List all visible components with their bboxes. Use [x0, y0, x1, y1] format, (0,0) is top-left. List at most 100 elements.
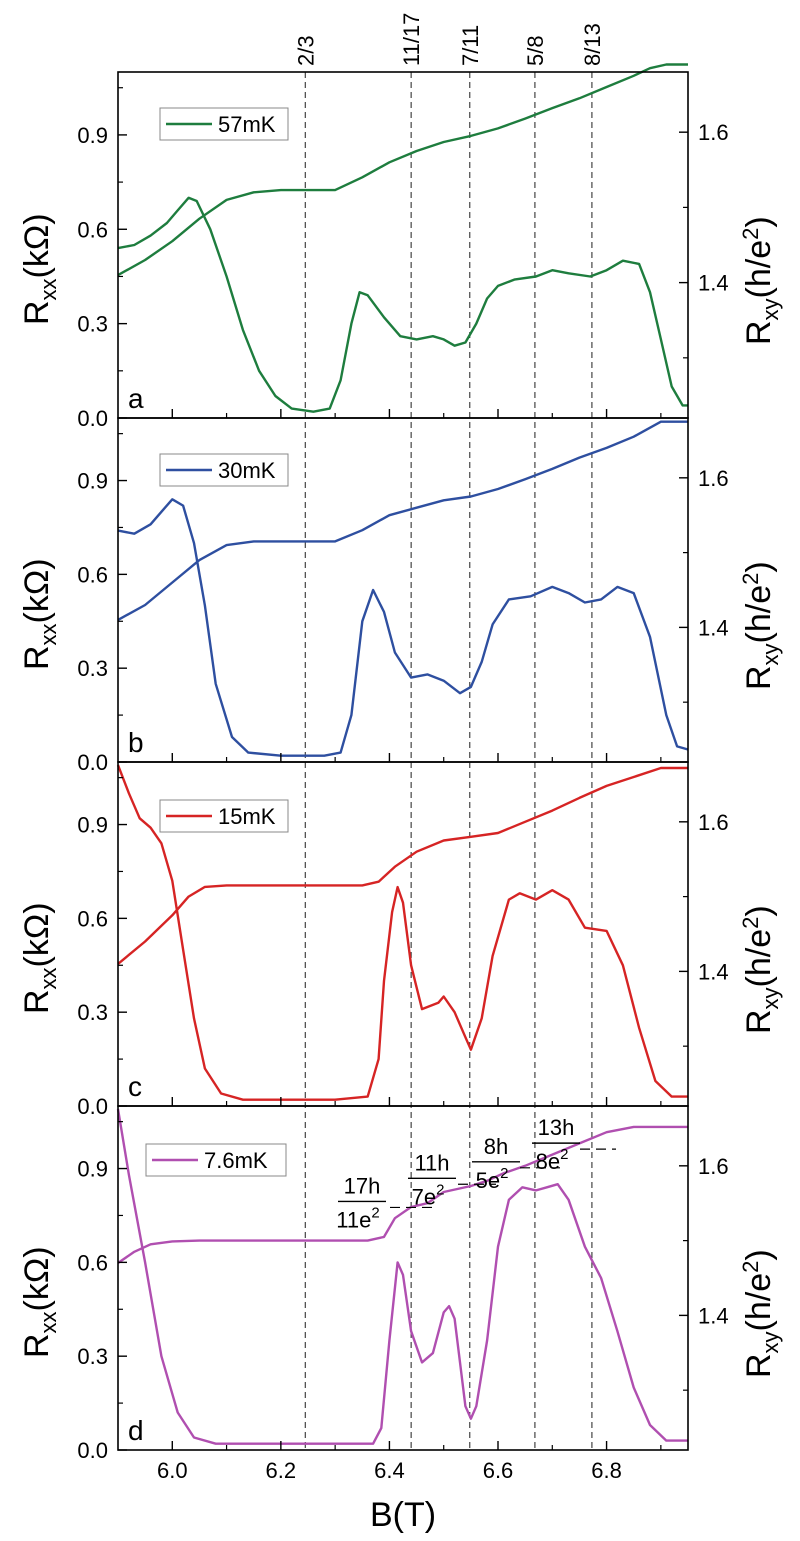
right-tick-label: 1.4: [698, 271, 729, 296]
panel-letter: b: [128, 727, 144, 758]
left-axis-title-sub: xx: [36, 278, 61, 300]
plateau-label: 8h 5e2: [472, 1134, 560, 1193]
plateau-label-denominator-sup: 2: [500, 1165, 508, 1182]
right-axis-title: Rxy(h/e2): [738, 216, 783, 345]
left-tick-label: 0.9: [77, 123, 108, 148]
right-axis-title-end: ): [740, 1249, 778, 1260]
right-axis-title-sub: xy: [758, 987, 783, 1009]
rxx-curve: [117, 498, 689, 757]
labels-layer: 2/3 11/17 7/11 5/8 8/13 0.0 0.3 0.6 0.9 1.4 1.6 57m…: [18, 13, 783, 1534]
plateau-label-denominator-sup: 2: [371, 1204, 379, 1221]
plateau-label-numerator: 8h: [484, 1134, 508, 1159]
left-tick-label: 0.9: [77, 1157, 108, 1182]
left-axis-title-main: R: [18, 989, 56, 1014]
axes-layer: [117, 71, 689, 1451]
right-axis-title-tail: (h/e: [740, 240, 778, 299]
plateau-label: 11h 7e2: [408, 1150, 496, 1209]
right-tick-label: 1.4: [698, 959, 729, 984]
filling-marker-label: 2/3: [293, 35, 318, 66]
plateau-label-denominator-sup: 2: [560, 1146, 568, 1163]
left-axis-title-tail: (kΩ): [18, 213, 56, 278]
panel-frame: [117, 1105, 689, 1451]
right-axis-title-main: R: [740, 320, 778, 345]
plateau-label-denominator-main: 5e: [476, 1168, 500, 1193]
left-axis-title-tail: (kΩ): [18, 558, 56, 623]
right-axis-title-sup: 2: [738, 228, 763, 240]
x-axis-title: B(T): [370, 1496, 436, 1534]
left-axis-title-tail: (kΩ): [18, 1246, 56, 1311]
right-axis-title-sub: xy: [758, 1331, 783, 1353]
right-tick-label: 1.6: [698, 120, 729, 145]
filling-marker-label: 8/13: [580, 23, 605, 66]
plateau-label-denominator: 7e2: [412, 1181, 445, 1209]
right-axis-title: Rxy(h/e2): [738, 1249, 783, 1378]
left-tick-label: 0.6: [77, 906, 108, 931]
right-tick-label: 1.4: [698, 615, 729, 640]
right-axis-title-tail: (h/e: [740, 929, 778, 988]
right-axis-title-tail: (h/e: [740, 585, 778, 644]
left-tick-label: 0.0: [77, 750, 108, 775]
plateau-label-numerator: 13h: [538, 1115, 575, 1140]
x-tick-label: 6.6: [483, 1458, 514, 1483]
plateau-label-denominator-main: 7e: [412, 1184, 436, 1209]
rxx-curve: [117, 196, 688, 413]
right-axis-title: Rxy(h/e2): [738, 561, 783, 690]
left-tick-label: 0.3: [77, 1000, 108, 1025]
filling-marker-label: 11/17: [399, 13, 424, 66]
left-tick-label: 0.6: [77, 217, 108, 242]
plateau-label-denominator-main: 11e: [336, 1207, 371, 1232]
left-axis-title-main: R: [18, 645, 56, 670]
rxy-curve: [117, 420, 688, 621]
right-axis-title-main: R: [740, 1009, 778, 1034]
right-tick-label: 1.4: [698, 1303, 729, 1328]
left-axis-title-main: R: [18, 1333, 56, 1358]
left-tick-label: 0.9: [77, 469, 108, 494]
filling-marker-label: 5/8: [523, 35, 548, 66]
plateau-label-denominator: 11e2: [336, 1204, 379, 1232]
left-tick-label: 0.3: [77, 312, 108, 337]
left-axis-title: Rxx(kΩ): [18, 213, 61, 325]
rxy-curve: [117, 1125, 688, 1264]
right-axis-title-tail: (h/e: [740, 1273, 778, 1332]
curves-layer: [116, 63, 689, 1445]
rxy-curve: [117, 766, 688, 965]
right-tick-label: 1.6: [698, 466, 729, 491]
rxx-curve: [116, 764, 688, 1101]
left-tick-label: 0.0: [77, 1094, 108, 1119]
right-tick-label: 1.6: [698, 1154, 729, 1179]
panel-letter: c: [128, 1071, 142, 1102]
left-tick-label: 0.3: [77, 1344, 108, 1369]
left-axis-title-tail: (kΩ): [18, 902, 56, 967]
right-axis-title: Rxy(h/e2): [738, 905, 783, 1034]
left-axis-title-sub: xx: [36, 967, 61, 989]
left-axis-title-sub: xx: [36, 1311, 61, 1333]
left-tick-label: 0.3: [77, 656, 108, 681]
filling-marker-label: 7/11: [458, 25, 483, 66]
right-axis-title-main: R: [740, 1353, 778, 1378]
right-tick-label: 1.6: [698, 810, 729, 835]
marker-lines-layer: [304, 72, 593, 1450]
legend-label: 57mK: [218, 112, 276, 137]
right-axis-title-sub: xy: [758, 643, 783, 665]
left-tick-label: 0.0: [77, 1438, 108, 1463]
panel-letter: d: [128, 1415, 144, 1446]
right-axis-title-end: ): [740, 216, 778, 227]
left-axis-title: Rxx(kΩ): [18, 1246, 61, 1358]
x-tick-label: 6.2: [266, 1458, 297, 1483]
rxx-curve: [116, 1108, 688, 1445]
right-axis-title-main: R: [740, 665, 778, 690]
plateau-label-denominator: 5e2: [476, 1165, 509, 1193]
left-axis-title: Rxx(kΩ): [18, 902, 61, 1014]
plateau-label-numerator: 17h: [344, 1173, 381, 1198]
left-axis-title-sub: xx: [36, 623, 61, 645]
left-tick-label: 0.6: [77, 562, 108, 587]
x-tick-label: 6.0: [157, 1458, 188, 1483]
plateau-label-numerator: 11h: [414, 1150, 449, 1175]
left-tick-label: 0.6: [77, 1250, 108, 1275]
right-axis-title-sup: 2: [738, 573, 763, 585]
left-axis-title-main: R: [18, 300, 56, 325]
left-tick-label: 0.9: [77, 813, 108, 838]
x-tick-label: 6.8: [591, 1458, 622, 1483]
